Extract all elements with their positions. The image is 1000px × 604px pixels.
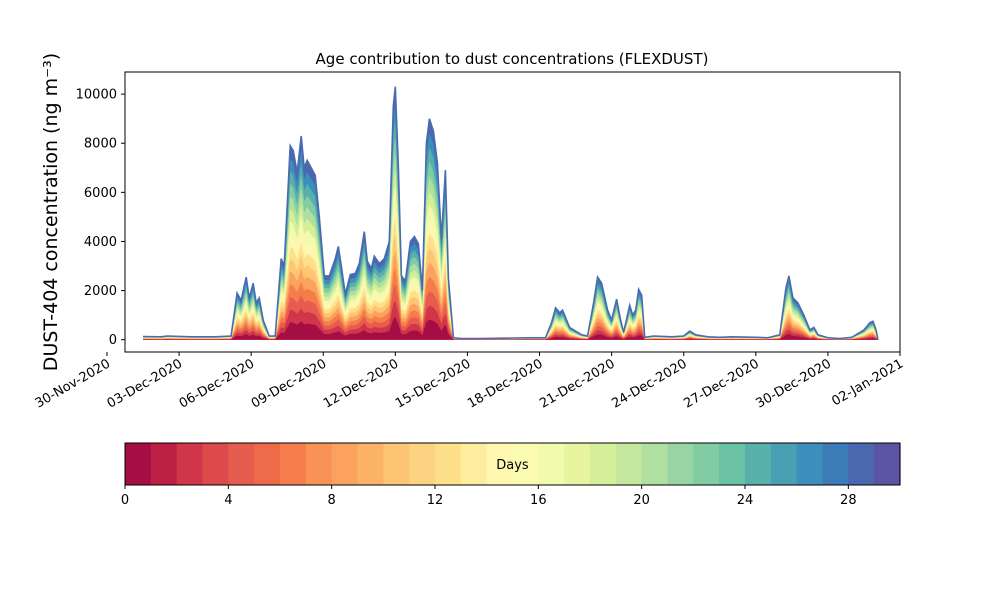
colorbar-swatch <box>228 443 255 485</box>
colorbar-swatch <box>486 443 514 485</box>
y-tick-label: 2000 <box>84 284 117 299</box>
colorbar-swatch <box>409 443 436 485</box>
colorbar-swatch <box>564 443 591 485</box>
age-band-area <box>143 201 878 340</box>
x-tick-label: 24-Dec-2020 <box>609 356 689 411</box>
colorbar-tick-label: 12 <box>427 493 444 508</box>
age-stack <box>142 86 879 340</box>
colorbar-swatch <box>125 443 152 485</box>
colorbar-swatch <box>331 443 359 485</box>
x-tick-label: 27-Dec-2020 <box>681 356 761 411</box>
colorbar-swatch <box>796 443 824 485</box>
colorbar-swatch <box>719 443 746 485</box>
colorbar-swatch <box>383 443 410 485</box>
colorbar-swatch <box>150 443 178 485</box>
x-tick-label: 18-Dec-2020 <box>465 356 545 411</box>
colorbar-tick-label: 28 <box>840 493 857 508</box>
colorbar-swatch <box>848 443 875 485</box>
colorbar-tick-label: 24 <box>737 493 754 508</box>
y-tick-label: 6000 <box>84 186 117 201</box>
colorbar-swatch <box>590 443 617 485</box>
age-band-area <box>143 136 878 340</box>
x-tick-label: 12-Dec-2020 <box>321 356 401 411</box>
x-tick-label: 09-Dec-2020 <box>249 356 329 411</box>
colorbar-swatch <box>874 443 901 485</box>
total-concentration-line <box>142 86 879 340</box>
plot-area <box>124 71 901 353</box>
colorbar-swatch <box>641 443 669 485</box>
colorbar-tick-label: 0 <box>121 493 129 508</box>
colorbar-swatch <box>176 443 204 485</box>
chart-title: Age contribution to dust concentrations … <box>316 50 709 68</box>
x-tick-label: 15-Dec-2020 <box>393 356 473 411</box>
y-tick-label: 4000 <box>84 235 117 250</box>
colorbar-tick-label: 20 <box>633 493 650 508</box>
colorbar-swatch <box>305 443 333 485</box>
age-band-area <box>143 234 878 340</box>
age-band-area <box>143 251 878 340</box>
age-band-area <box>143 300 878 340</box>
colorbar-swatch <box>357 443 384 485</box>
y-tick-label: 8000 <box>84 137 117 152</box>
x-tick-label: 21-Dec-2020 <box>537 356 617 411</box>
x-tick-label: 06-Dec-2020 <box>177 356 257 411</box>
age-band-area <box>143 218 878 340</box>
colorbar-tick-label: 16 <box>530 493 547 508</box>
age-band-area <box>143 284 878 340</box>
colorbar-label: Days <box>496 458 529 473</box>
x-tick-label: 30-Dec-2020 <box>754 356 834 411</box>
colorbar-frame <box>124 442 901 486</box>
colorbar: Days 0 4 8 12 16 20 24 28 <box>121 442 901 508</box>
colorbar-swatch <box>770 443 798 485</box>
colorbar-swatch <box>202 443 229 485</box>
y-axis-label: DUST-404 concentration (ng m⁻³) <box>40 53 62 371</box>
colorbar-swatch <box>693 443 720 485</box>
age-band-area <box>143 103 878 340</box>
age-band-area <box>143 185 878 340</box>
x-tick-label: 03-Dec-2020 <box>105 356 185 411</box>
x-axis: 30-Nov-202003-Dec-202006-Dec-202009-Dec-… <box>33 352 906 412</box>
colorbar-swatch <box>435 443 462 485</box>
colorbar-tick-label: 4 <box>224 493 232 508</box>
age-band-area <box>143 119 878 340</box>
colorbar-swatch <box>538 443 565 485</box>
age-band-area <box>143 169 878 340</box>
colorbar-swatch <box>615 443 643 485</box>
age-band-area <box>143 267 878 340</box>
colorbar-swatch <box>822 443 849 485</box>
y-tick-label: 0 <box>109 333 117 348</box>
colorbar-swatch <box>254 443 281 485</box>
colorbar-tick-label: 8 <box>328 493 336 508</box>
colorbar-swatch <box>460 443 488 485</box>
colorbar-swatch <box>745 443 772 485</box>
y-axis: 0 2000 4000 6000 8000 10000 <box>76 88 125 348</box>
age-band-area <box>143 317 878 340</box>
plot-frame <box>124 71 901 353</box>
colorbar-swatch <box>667 443 694 485</box>
age-band-area <box>143 152 878 340</box>
colorbar-swatch <box>280 443 307 485</box>
x-tick-label: 02-Jan-2021 <box>829 356 906 409</box>
colorbar-swatch <box>512 443 539 485</box>
y-tick-label: 10000 <box>76 88 117 103</box>
